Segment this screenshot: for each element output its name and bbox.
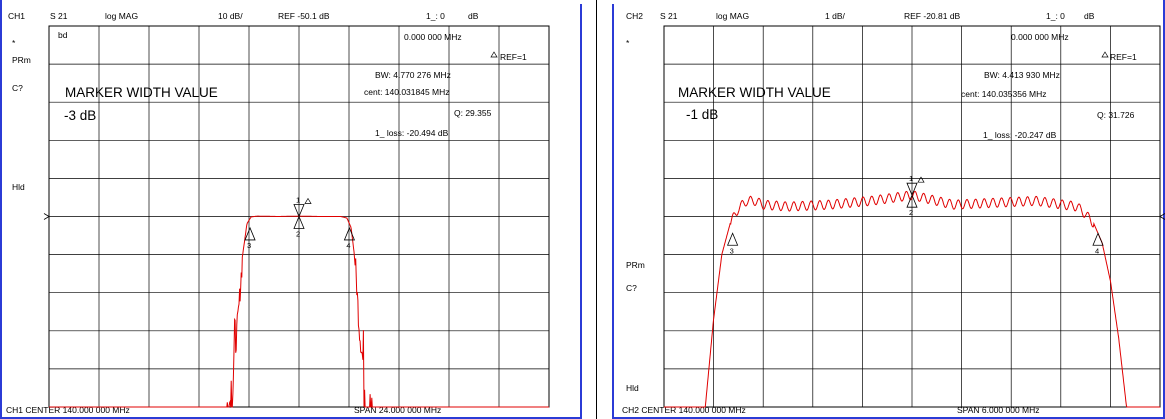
- ch1-left-hld: Hld: [12, 182, 25, 192]
- ch2-format-label: log MAG: [716, 11, 749, 21]
- ch2-left-star: *: [626, 38, 630, 48]
- panel-separator-blue: [580, 4, 582, 419]
- ch1-left-c: C?: [12, 83, 23, 93]
- ch1-format-label: log MAG: [105, 11, 138, 21]
- marker-1-label: 1: [909, 174, 913, 183]
- panel-separator: [596, 0, 597, 419]
- marker-1: [293, 204, 305, 218]
- ref-pointer-icon: [43, 213, 50, 220]
- panel-separator-blue: [612, 4, 614, 419]
- ch2-marker-unit: dB: [1084, 11, 1095, 21]
- ref-delta-icon: [304, 197, 312, 204]
- ch1-panel: CH1 S 21 log MAG 10 dB/ REF -50.1 dB 1_:…: [0, 0, 582, 419]
- ch1-left-star: *: [12, 38, 16, 48]
- ch2-channel-label: CH2: [626, 11, 643, 21]
- ch1-bw: BW: 4.770 276 MHz: [375, 70, 451, 80]
- marker-2-label: 2: [909, 208, 913, 217]
- ch2-footer-center: CH2 CENTER 140.000 000 MHz: [622, 405, 746, 415]
- marker-4: [343, 226, 356, 241]
- ch2-markers: 1 2 3 4: [727, 174, 1104, 255]
- ch2-subtitle: -1 dB: [686, 107, 718, 122]
- marker-2-label: 2: [296, 230, 300, 239]
- ch2-chart: CH2 S 21 log MAG 1 dB/ REF -20.81 dB 1_:…: [622, 11, 1165, 415]
- ch2-panel: CH2 S 21 log MAG 1 dB/ REF -20.81 dB 1_:…: [614, 0, 1165, 419]
- ch2-footer-span: SPAN 6.000 000 MHz: [957, 405, 1040, 415]
- ch1-footer-center: CH1 CENTER 140.000 000 MHz: [6, 405, 130, 415]
- ch1-markers: 1 2 3 4: [244, 196, 356, 250]
- marker-3: [727, 232, 739, 246]
- ch1-subtitle: -3 dB: [64, 108, 96, 123]
- ch1-ref-marker: REF=1: [500, 52, 527, 62]
- ch2-scale-label: 1 dB/: [825, 11, 845, 21]
- ch2-q: Q: 31.726: [1097, 110, 1135, 120]
- ch1-scale-label: 10 dB/: [218, 11, 243, 21]
- ch2-ref-marker: REF=1: [1110, 52, 1137, 62]
- marker-4: [1092, 232, 1104, 246]
- marker-3-label: 3: [730, 246, 734, 255]
- ch1-param-label: S 21: [50, 11, 68, 21]
- ch1-title: MARKER WIDTH VALUE: [65, 85, 218, 100]
- ref-pointer-icon: [1159, 213, 1165, 220]
- ch1-ref-freq: 0.000 000 MHz: [404, 32, 462, 42]
- ch2-left-hld: Hld: [626, 383, 639, 393]
- ch1-ref-label: REF -50.1 dB: [278, 11, 330, 21]
- ch1-marker-unit: dB: [468, 11, 479, 21]
- delta-icon: [490, 51, 498, 58]
- ch1-channel-label: CH1: [8, 11, 25, 21]
- marker-1-label: 1: [296, 196, 300, 205]
- marker-3-label: 3: [247, 241, 251, 250]
- marker-3: [244, 226, 256, 241]
- delta-icon: [1101, 51, 1109, 58]
- ch2-ref-freq: 0.000 000 MHz: [1011, 32, 1069, 42]
- ch2-left-prm: PRm: [626, 260, 645, 270]
- marker-1: [906, 182, 918, 197]
- ch1-chart: CH1 S 21 log MAG 10 dB/ REF -50.1 dB 1_:…: [6, 11, 550, 415]
- ch1-q: Q: 29.355: [454, 108, 492, 118]
- ch1-loss: 1_ loss: -20.494 dB: [375, 128, 449, 138]
- ch2-bw: BW: 4.413 930 MHz: [984, 70, 1060, 80]
- marker-4-label: 4: [346, 241, 350, 250]
- ch1-marker-header: 1_: 0: [426, 11, 445, 21]
- ch1-mode-icon: bd: [58, 30, 68, 40]
- ch2-grid: [663, 25, 1165, 408]
- ch1-grid: [43, 25, 550, 408]
- ch2-ref-label: REF -20.81 dB: [904, 11, 961, 21]
- ch1-cent: cent: 140.031845 MHz: [364, 87, 450, 97]
- ch2-loss: 1_ loss: -20.247 dB: [983, 130, 1057, 140]
- ch2-trace: [664, 190, 1160, 408]
- ch1-left-prm: PRm: [12, 55, 31, 65]
- ch2-title: MARKER WIDTH VALUE: [678, 85, 831, 100]
- ref-delta-icon: [917, 176, 925, 183]
- marker-2: [293, 215, 305, 229]
- marker-2: [906, 194, 918, 208]
- marker-4-label: 4: [1095, 246, 1099, 255]
- ch2-left-c: C?: [626, 283, 637, 293]
- ch1-footer-span: SPAN 24.000 000 MHz: [354, 405, 441, 415]
- ch2-cent: cent: 140.035356 MHz: [961, 89, 1047, 99]
- ch2-param-label: S 21: [660, 11, 678, 21]
- ch2-marker-header: 1_: 0: [1046, 11, 1065, 21]
